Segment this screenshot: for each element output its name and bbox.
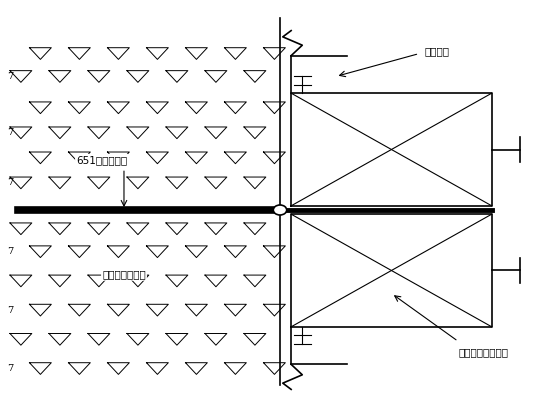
Text: 夹具固定于模板上: 夹具固定于模板上 [458, 347, 508, 357]
Text: 7: 7 [7, 178, 13, 187]
Text: 7: 7 [7, 72, 13, 81]
Text: 7: 7 [7, 129, 13, 137]
Text: 指头模板: 指头模板 [425, 47, 450, 56]
Text: 7: 7 [7, 364, 13, 373]
Text: 651橡胶止水带: 651橡胶止水带 [76, 155, 127, 165]
Text: 先期浇筑混凝土: 先期浇筑混凝土 [102, 270, 146, 280]
Circle shape [273, 205, 287, 215]
Text: 7: 7 [7, 306, 13, 315]
Text: 7: 7 [7, 247, 13, 256]
